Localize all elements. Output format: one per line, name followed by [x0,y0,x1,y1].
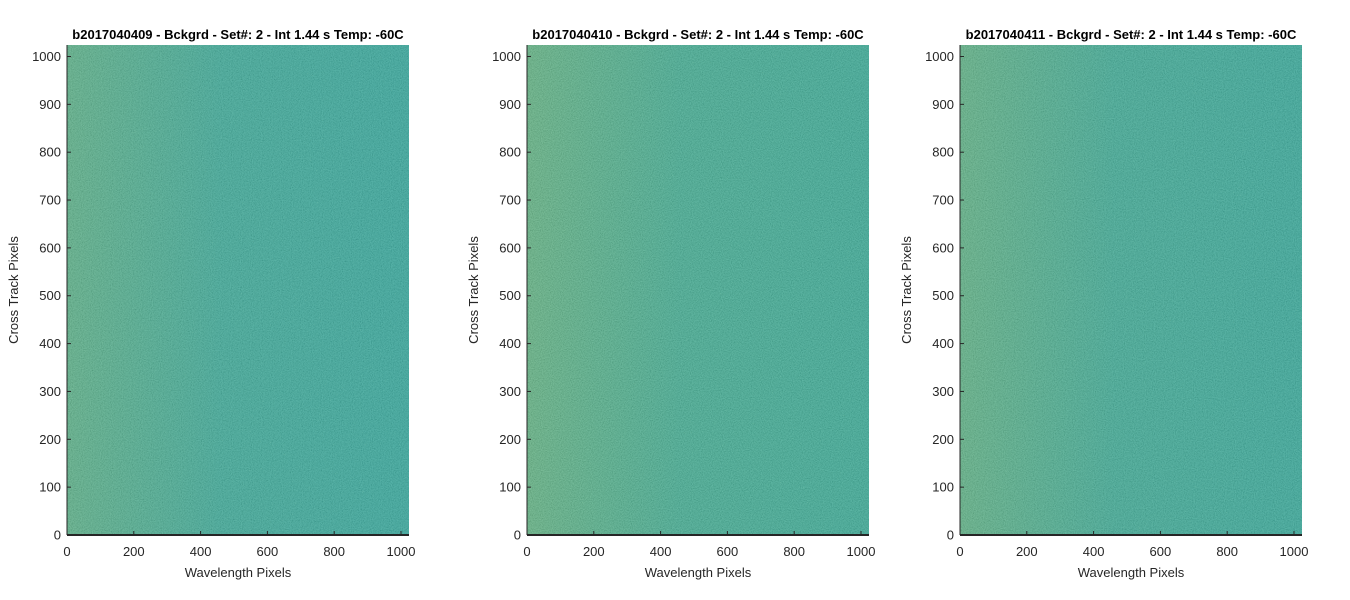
y-tick-label: 700 [932,193,954,208]
heatmap-speckle [960,45,1302,535]
y-axis-label: Cross Track Pixels [466,236,481,344]
x-ticks: 0 200 400 600 800 1000 [63,531,415,559]
x-tick-label: 0 [956,544,963,559]
y-tick-label: 900 [499,97,521,112]
x-ticks: 0 200 400 600 800 1000 [523,531,875,559]
x-tick-label: 0 [523,544,530,559]
heatmap-panel-2: 0 100 200 300 400 500 600 700 800 900 1000 0 200 400… [466,27,875,580]
y-tick-label: 500 [39,288,61,303]
y-tick-label: 200 [39,432,61,447]
y-tick-label: 100 [932,480,954,495]
y-ticks: 0 100 200 300 400 500 600 700 800 900 1000 [32,49,71,543]
y-ticks: 0 100 200 300 400 500 600 700 800 900 1000 [492,49,531,543]
y-tick-label: 600 [932,240,954,255]
x-tick-label: 1000 [387,544,416,559]
y-tick-label: 1000 [32,49,61,64]
y-tick-label: 200 [932,432,954,447]
x-tick-label: 200 [583,544,605,559]
y-tick-label: 300 [932,384,954,399]
y-tick-label: 400 [932,336,954,351]
y-tick-label: 700 [39,193,61,208]
x-tick-label: 600 [257,544,279,559]
x-tick-label: 400 [650,544,672,559]
heatmap-panel-1: 0 100 200 300 400 500 600 700 800 900 1000 0 200 400… [6,27,415,580]
y-tick-label: 1000 [925,49,954,64]
y-tick-label: 700 [499,193,521,208]
x-tick-label: 200 [123,544,145,559]
heatmap-panel-3: 0 100 200 300 400 500 600 700 800 900 1000 0 200 400… [899,27,1308,580]
y-tick-label: 100 [39,480,61,495]
x-ticks: 0 200 400 600 800 1000 [956,531,1308,559]
y-axis-label: Cross Track Pixels [899,236,914,344]
heatmap-image [960,45,1302,535]
chart-title: b2017040410 - Bckgrd - Set#: 2 - Int 1.4… [532,27,864,42]
y-tick-label: 500 [932,288,954,303]
y-tick-label: 600 [39,240,61,255]
chart-title: b2017040411 - Bckgrd - Set#: 2 - Int 1.4… [966,27,1297,42]
x-tick-label: 200 [1016,544,1038,559]
x-axis-label: Wavelength Pixels [1078,565,1185,580]
x-tick-label: 800 [783,544,805,559]
x-tick-label: 400 [190,544,212,559]
y-tick-label: 900 [932,97,954,112]
x-tick-label: 600 [1150,544,1172,559]
heatmap-image [527,45,869,535]
y-tick-label: 0 [947,528,954,543]
x-tick-label: 600 [717,544,739,559]
y-tick-label: 200 [499,432,521,447]
y-tick-label: 900 [39,97,61,112]
x-tick-label: 800 [1216,544,1238,559]
y-tick-label: 800 [39,145,61,160]
x-tick-label: 400 [1083,544,1105,559]
y-tick-label: 400 [499,336,521,351]
y-tick-label: 600 [499,240,521,255]
x-tick-label: 1000 [1280,544,1309,559]
heatmap-speckle [527,45,869,535]
y-tick-label: 800 [932,145,954,160]
x-tick-label: 800 [323,544,345,559]
x-tick-label: 1000 [847,544,876,559]
x-axis-label: Wavelength Pixels [645,565,752,580]
y-ticks: 0 100 200 300 400 500 600 700 800 900 1000 [925,49,964,543]
y-axis-label: Cross Track Pixels [6,236,21,344]
y-tick-label: 1000 [492,49,521,64]
heatmap-speckle [67,45,409,535]
y-tick-label: 100 [499,480,521,495]
y-tick-label: 400 [39,336,61,351]
x-tick-label: 0 [63,544,70,559]
y-tick-label: 800 [499,145,521,160]
y-tick-label: 300 [39,384,61,399]
y-tick-label: 0 [54,528,61,543]
x-axis-label: Wavelength Pixels [185,565,292,580]
y-tick-label: 300 [499,384,521,399]
chart-title: b2017040409 - Bckgrd - Set#: 2 - Int 1.4… [72,27,404,42]
heatmap-image [67,45,409,535]
y-tick-label: 500 [499,288,521,303]
y-tick-label: 0 [514,528,521,543]
